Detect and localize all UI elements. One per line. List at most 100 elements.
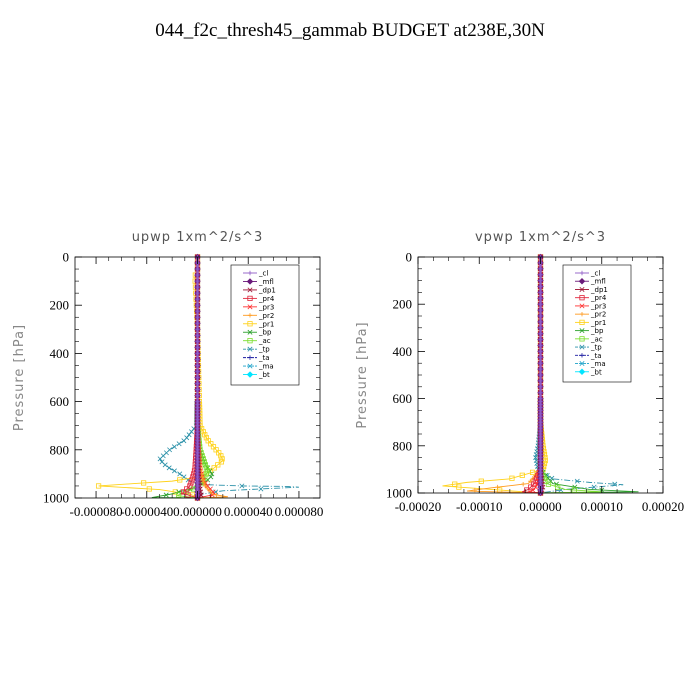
y-tick-label: 400 <box>50 346 70 361</box>
y-tick-label: 1000 <box>386 486 412 501</box>
data-point <box>207 468 213 474</box>
data-point <box>538 349 543 354</box>
legend-marker <box>247 313 253 318</box>
legend-label: _pr1 <box>258 320 274 328</box>
legend-item-ma: _ma <box>575 360 606 368</box>
data-point <box>538 378 543 384</box>
data-point <box>538 325 543 330</box>
legend-item-mfl: _mfl <box>243 278 274 286</box>
data-point <box>509 475 515 481</box>
data-point <box>195 296 200 302</box>
data-point <box>181 438 187 444</box>
data-point <box>574 478 580 484</box>
data-point <box>533 452 539 458</box>
legend-marker <box>246 371 254 378</box>
legend-marker <box>579 328 585 334</box>
data-point <box>571 487 577 493</box>
legend-item-mfl: _mfl <box>575 278 606 286</box>
legend-marker <box>247 338 253 344</box>
data-point <box>181 474 187 480</box>
legend-label: _mfl <box>258 278 274 286</box>
data-point <box>184 486 190 492</box>
data-point <box>195 303 200 308</box>
data-point <box>612 481 618 487</box>
data-point <box>531 481 537 487</box>
x-tick-label: 0.000000 <box>173 504 222 519</box>
legend-item-tp: _tp <box>575 344 602 352</box>
data-point <box>195 266 200 272</box>
legend-marker <box>579 311 585 317</box>
legend-item-dp1: _dp1 <box>243 286 276 294</box>
data-point <box>141 480 147 486</box>
data-point <box>219 456 225 462</box>
data-point <box>205 438 211 444</box>
legend-label: _bp <box>258 329 272 337</box>
legend-marker <box>246 278 254 285</box>
legend: _cl_mfl_dp1_pr4_pr3_pr2_pr1_bp_ac_tp_ta_… <box>230 264 300 386</box>
data-point <box>177 471 183 477</box>
legend-label: _dp1 <box>590 286 608 294</box>
legend-label: _ma <box>258 363 274 371</box>
data-point <box>195 309 200 314</box>
legend-label: _pr3 <box>258 303 274 311</box>
data-point <box>203 471 209 477</box>
data-point <box>195 387 200 392</box>
data-point <box>185 492 191 498</box>
data-point <box>163 492 169 498</box>
data-point <box>538 319 543 325</box>
data-point <box>200 429 206 435</box>
data-point <box>195 272 200 278</box>
data-point <box>495 484 500 490</box>
data-point <box>538 361 543 366</box>
data-point <box>157 456 163 462</box>
data-point <box>204 468 211 474</box>
legend-label: _cl <box>258 270 268 278</box>
data-point <box>208 441 214 447</box>
data-point <box>533 458 539 464</box>
series-markers-cl <box>538 254 543 496</box>
data-point <box>534 481 540 487</box>
y-tick-label: 600 <box>50 394 70 409</box>
legend-item-pr4: _pr4 <box>575 294 607 302</box>
data-point <box>195 351 200 356</box>
legend-item-ta: _ta <box>575 352 602 360</box>
legend-label: _pr4 <box>258 295 275 303</box>
data-point <box>538 302 543 307</box>
x-tick-label: 0.000080 <box>275 504 324 519</box>
data-point <box>176 489 182 495</box>
legend-item-bp: _bp <box>243 329 272 337</box>
x-tick-label: 0.00000 <box>519 499 561 514</box>
data-point <box>215 462 221 468</box>
data-point <box>538 272 543 277</box>
data-point <box>187 483 193 489</box>
series-markers-pr2 <box>472 254 543 496</box>
legend: _cl_mfl_dp1_pr4_pr3_pr2_pr1_bp_ac_tp_ta_… <box>562 264 632 383</box>
y-tick-label: 600 <box>393 391 413 406</box>
data-point <box>205 486 211 492</box>
data-point <box>538 307 543 313</box>
data-point <box>258 486 264 492</box>
chart-title: upwp 1xm^2/s^3 <box>132 230 264 245</box>
legend-marker <box>247 304 253 310</box>
data-point <box>162 462 168 468</box>
legend-item-bt: _bt <box>575 368 602 376</box>
data-point <box>545 481 552 487</box>
data-point <box>202 462 208 468</box>
legend-marker <box>579 361 585 367</box>
legend-label: _pr2 <box>258 312 274 320</box>
legend-marker <box>247 355 253 360</box>
data-point <box>591 484 597 490</box>
legend-box <box>230 264 300 386</box>
y-tick-label: 1000 <box>43 491 69 506</box>
legend-item-pr2: _pr2 <box>575 311 606 319</box>
y-tick-label: 0 <box>63 250 70 265</box>
legend-label: _pr2 <box>590 311 606 319</box>
legend-item-tp: _tp <box>243 346 270 354</box>
data-point <box>538 331 543 336</box>
data-point <box>195 284 200 290</box>
legend-label: _dp1 <box>258 286 276 294</box>
legend-label: _ma <box>590 360 606 368</box>
series-line-ac <box>177 257 209 499</box>
y-tick-label: 0 <box>406 250 413 265</box>
